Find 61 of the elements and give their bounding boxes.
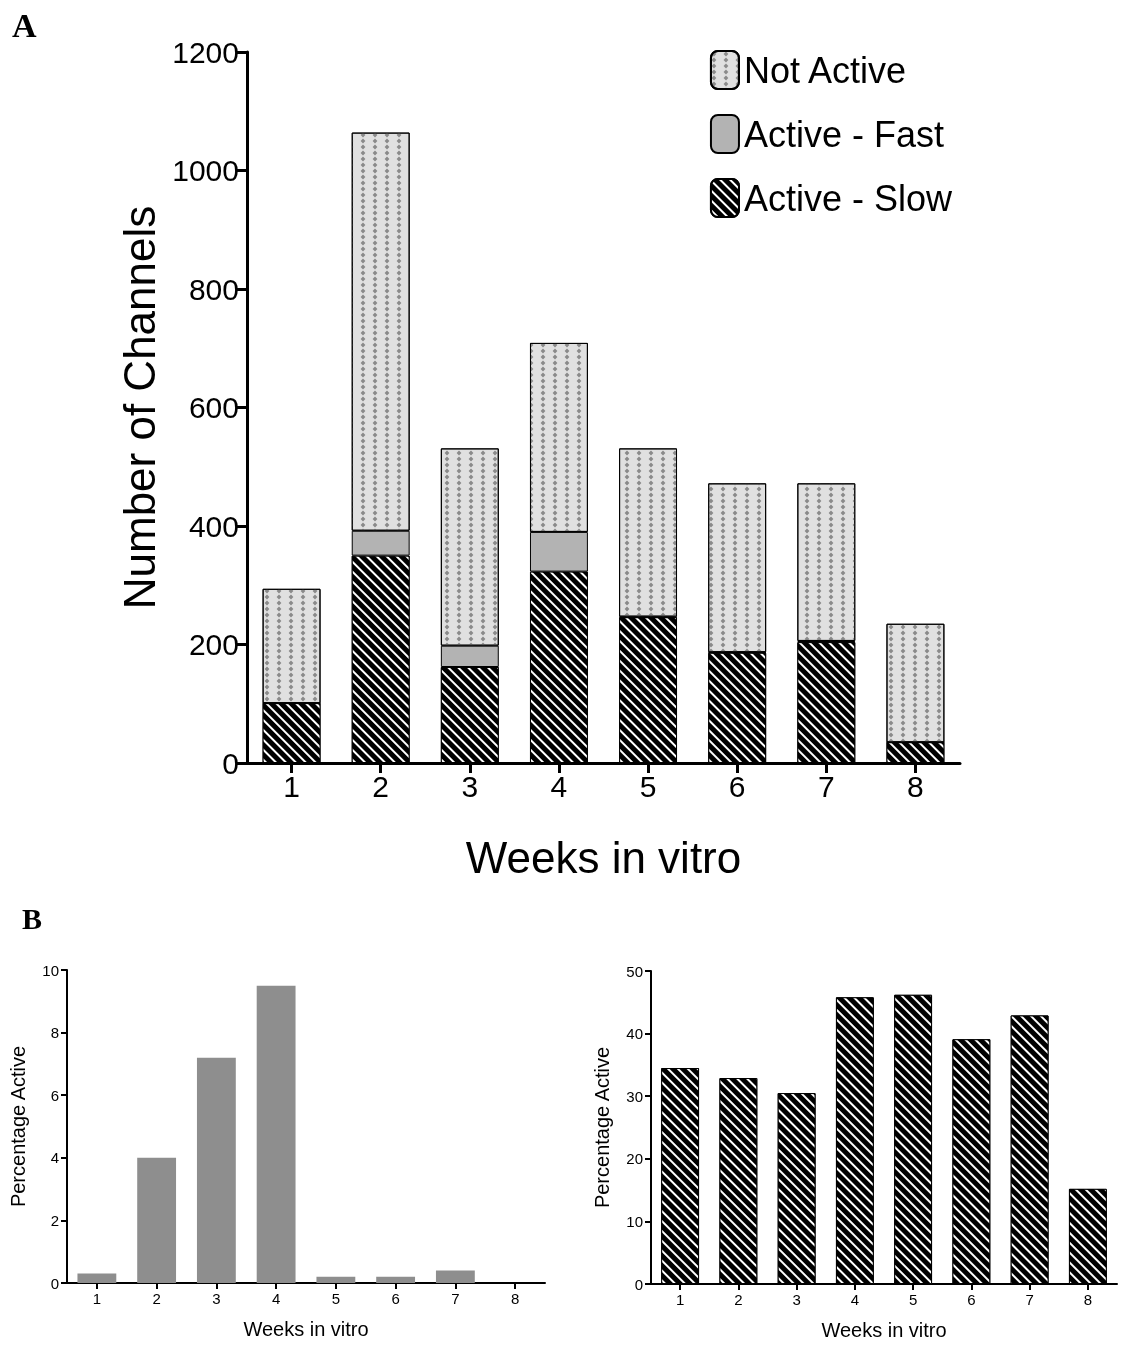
text: A xyxy=(12,6,37,44)
x-tick-label: 4 xyxy=(550,769,568,803)
x-tick-label: 1 xyxy=(675,1291,685,1308)
x-tick-label: 8 xyxy=(1083,1291,1093,1308)
x-tick-label: 5 xyxy=(331,1290,341,1307)
bar xyxy=(435,1270,475,1283)
y-tick-label: 8 xyxy=(50,1024,59,1042)
x-tick-label: 7 xyxy=(817,769,835,803)
x-axis-title: Weeks in vitro xyxy=(465,832,742,882)
y-tick-label: 0 xyxy=(50,1274,59,1292)
x-tick-label: 3 xyxy=(461,769,479,803)
bar xyxy=(376,1276,416,1283)
x-axis-title: Weeks in vitro xyxy=(821,1319,947,1341)
text: B xyxy=(22,901,43,935)
x-tick-label: 1 xyxy=(92,1290,102,1307)
legend-label: Not Active xyxy=(743,49,907,91)
bar xyxy=(256,985,296,1283)
y-tick-label: 10 xyxy=(626,1212,643,1230)
y-tick-label: 1200 xyxy=(172,35,239,69)
x-tick-label: 3 xyxy=(212,1290,221,1307)
x-tick-label: 4 xyxy=(271,1290,281,1307)
legend-label: Active - Fast xyxy=(743,113,944,155)
x-tick-label: 8 xyxy=(510,1290,520,1307)
y-tick-label: 6 xyxy=(50,1086,59,1104)
y-axis-title: Number of Channels xyxy=(114,205,164,610)
y-tick-label: 10 xyxy=(42,961,59,979)
y-tick-label: 4 xyxy=(50,1149,59,1167)
y-tick-label: 2 xyxy=(50,1211,59,1229)
y-tick-label: 0 xyxy=(222,746,239,780)
x-tick-label: 6 xyxy=(728,769,746,803)
x-tick-label: 1 xyxy=(283,769,300,803)
x-tick-label: 5 xyxy=(908,1291,918,1308)
x-tick-label: 3 xyxy=(792,1291,801,1308)
x-tick-label: 6 xyxy=(391,1290,400,1307)
y-tick-label: 1000 xyxy=(172,154,239,187)
y-tick-label: 20 xyxy=(626,1150,643,1168)
bar xyxy=(77,1273,117,1283)
x-tick-label: 2 xyxy=(152,1290,161,1307)
y-tick-label: 50 xyxy=(626,962,643,980)
y-axis-title: Percentage Active xyxy=(7,1045,29,1208)
y-tick-label: 600 xyxy=(188,391,239,424)
x-tick-label: 6 xyxy=(967,1291,976,1308)
legend-label: Active - Slow xyxy=(743,177,953,219)
y-tick-label: 400 xyxy=(188,509,239,543)
x-axis-title: Weeks in vitro xyxy=(243,1318,369,1340)
x-tick-label: 5 xyxy=(639,769,657,803)
y-tick-label: 30 xyxy=(626,1087,643,1105)
x-tick-label: 4 xyxy=(850,1291,860,1308)
y-tick-label: 0 xyxy=(634,1275,643,1293)
y-tick-label: 40 xyxy=(626,1025,643,1043)
bar xyxy=(137,1157,177,1283)
x-tick-label: 7 xyxy=(451,1290,460,1307)
y-tick-label: 200 xyxy=(188,628,239,661)
y-tick-label: 800 xyxy=(188,272,239,306)
x-tick-label: 8 xyxy=(907,769,924,803)
y-axis-title: Percentage Active xyxy=(591,1046,613,1209)
bar xyxy=(196,1057,236,1283)
x-tick-label: 2 xyxy=(372,769,390,803)
x-tick-label: 2 xyxy=(734,1291,743,1308)
x-tick-label: 7 xyxy=(1025,1291,1034,1308)
bar xyxy=(316,1276,356,1283)
